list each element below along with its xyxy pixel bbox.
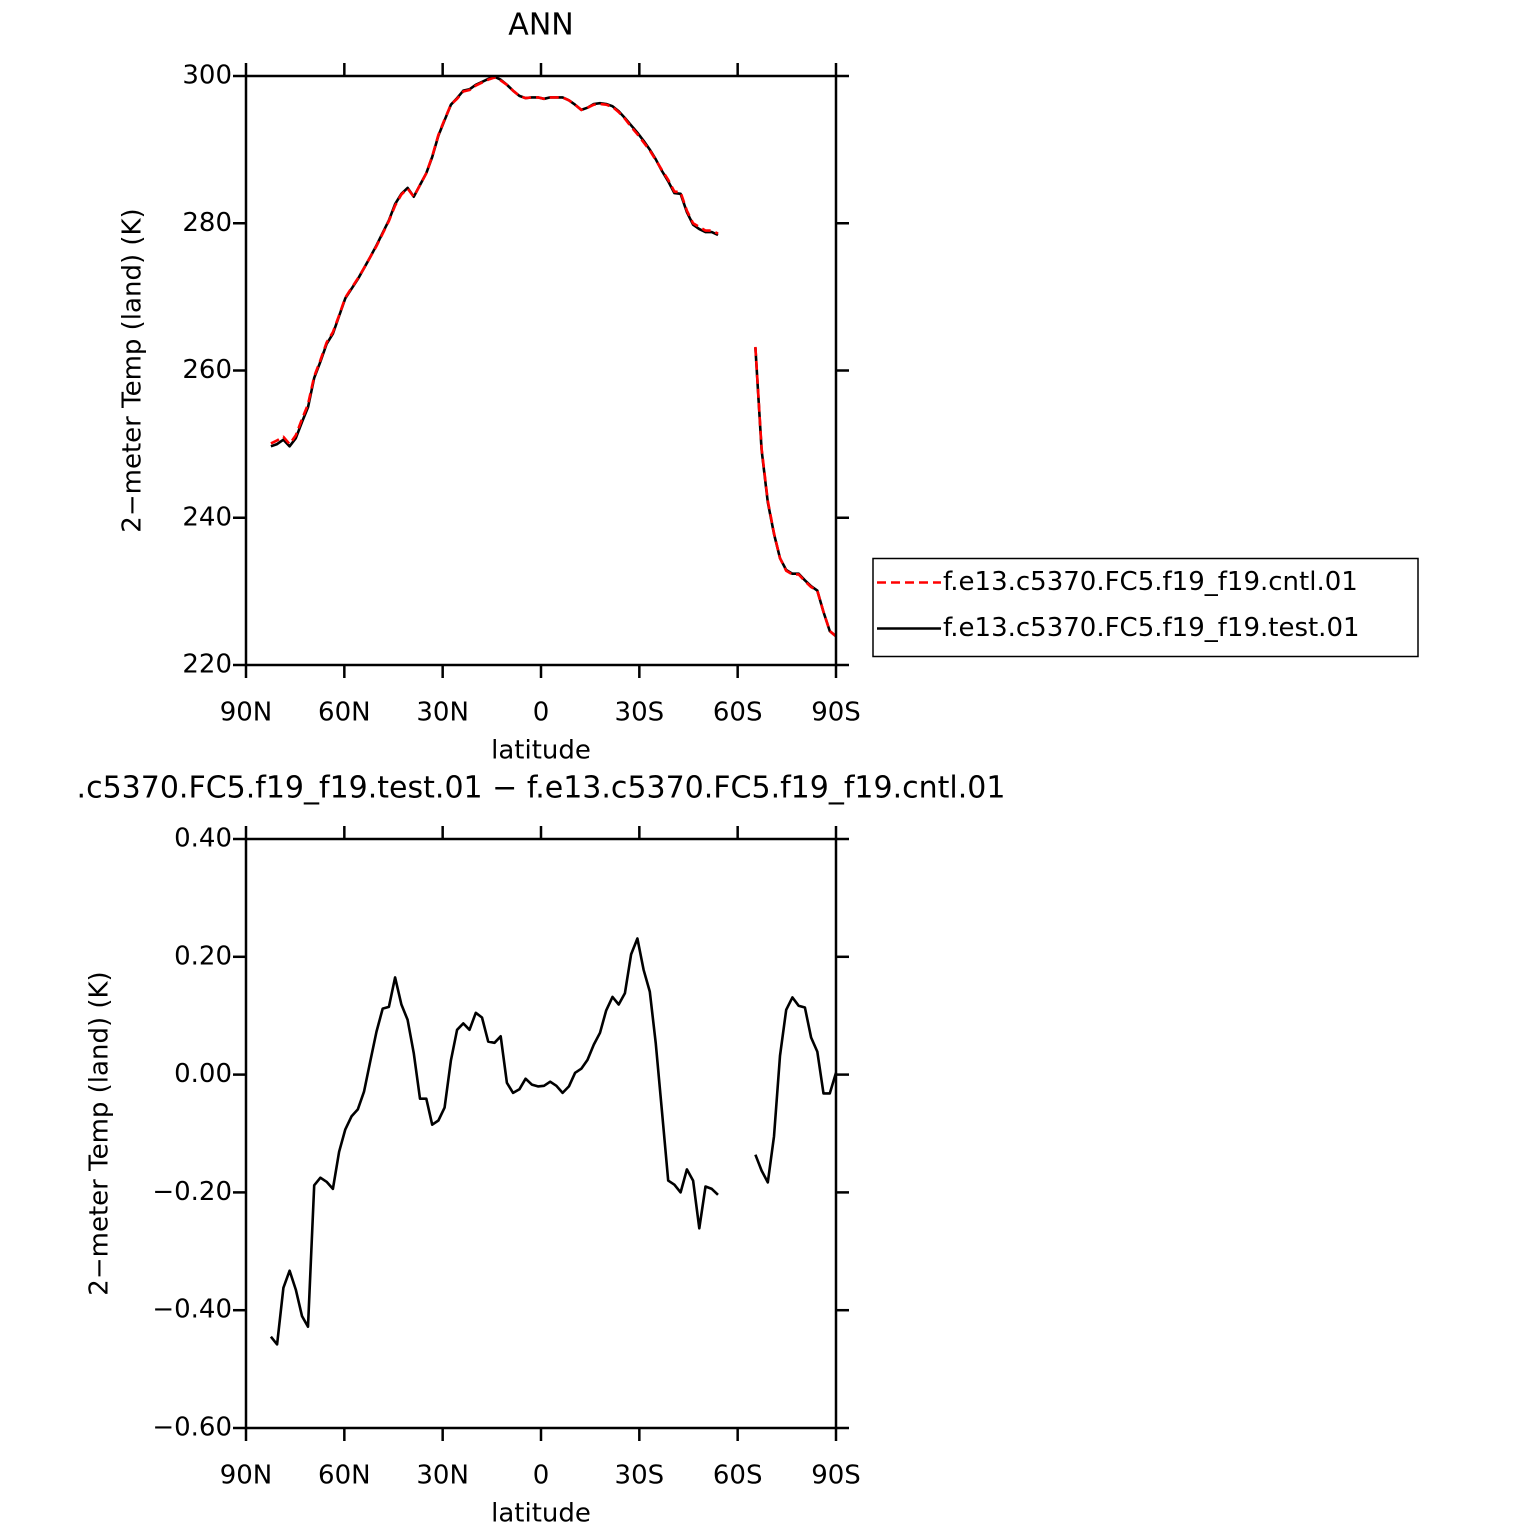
x-tick-label: 30S	[615, 698, 665, 728]
chart-title: .c5370.FC5.f19_f19.test.01 − f.e13.c5370…	[77, 771, 1006, 806]
series-line	[270, 76, 837, 638]
chart-title: ANN	[508, 8, 573, 43]
y-axis-label: 2−meter Temp (land) (K)	[85, 971, 115, 1295]
y-tick-label: 0.00	[174, 1059, 232, 1089]
x-tick-label: 90S	[811, 1461, 861, 1491]
y-tick-label: 280	[182, 208, 232, 238]
x-tick-label: 90S	[811, 698, 861, 728]
legend-label: f.e13.c5370.FC5.f19_f19.test.01	[943, 613, 1360, 643]
x-tick-label: 0	[533, 1461, 550, 1491]
plot-frame	[244, 837, 838, 1430]
x-tick-label: 60S	[713, 1461, 763, 1491]
y-tick-label: 0.40	[174, 824, 232, 854]
x-tick-label: 60N	[318, 1461, 371, 1491]
x-tick-label: 90N	[220, 1461, 273, 1491]
x-axis-label: latitude	[491, 736, 591, 766]
y-tick-label: 300	[182, 61, 232, 91]
x-tick-label: 30N	[416, 1461, 469, 1491]
x-axis-label: latitude	[491, 1499, 591, 1529]
x-tick-label: 30S	[615, 1461, 665, 1491]
x-tick-label: 0	[533, 698, 550, 728]
legend-box	[872, 557, 1419, 658]
series-line	[270, 75, 837, 638]
x-tick-label: 30N	[416, 698, 469, 728]
series-line	[269, 937, 838, 1346]
y-tick-label: 0.20	[174, 941, 232, 971]
y-tick-label: −0.60	[152, 1413, 232, 1443]
y-tick-label: 240	[182, 502, 232, 532]
x-tick-label: 60S	[713, 698, 763, 728]
x-tick-label: 60N	[318, 698, 371, 728]
y-tick-label: −0.40	[152, 1295, 232, 1325]
y-axis-label: 2−meter Temp (land) (K)	[118, 208, 148, 532]
legend-label: f.e13.c5370.FC5.f19_f19.cntl.01	[943, 567, 1358, 597]
plot-frame	[244, 74, 838, 667]
x-tick-label: 90N	[220, 698, 273, 728]
y-tick-label: 220	[182, 650, 232, 680]
y-tick-label: −0.20	[152, 1177, 232, 1207]
y-tick-label: 260	[182, 355, 232, 385]
